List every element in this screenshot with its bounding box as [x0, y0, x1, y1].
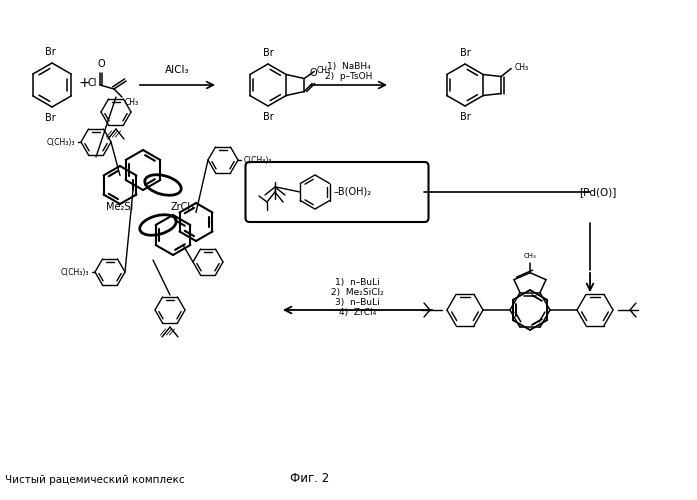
- Text: Cl: Cl: [88, 78, 97, 88]
- Text: CH₃: CH₃: [125, 98, 139, 107]
- Text: ZrCl₂: ZrCl₂: [171, 202, 195, 212]
- Text: CH₃: CH₃: [523, 252, 537, 258]
- Text: Br: Br: [263, 112, 273, 122]
- Text: O: O: [309, 68, 317, 78]
- Text: Me₂Si: Me₂Si: [107, 202, 134, 212]
- Text: +: +: [78, 76, 90, 90]
- Text: C(CH₃)₃: C(CH₃)₃: [61, 268, 89, 276]
- Text: Фиг. 2: Фиг. 2: [291, 472, 330, 485]
- Text: CH₃: CH₃: [514, 63, 528, 72]
- Text: C(CH₃)₃: C(CH₃)₃: [47, 138, 75, 146]
- Text: O: O: [98, 59, 105, 69]
- Text: 3)  n–BuLi: 3) n–BuLi: [335, 298, 380, 306]
- Text: Чистый рацемический комплекс: Чистый рацемический комплекс: [5, 475, 185, 485]
- Text: C(CH₃)₃: C(CH₃)₃: [244, 156, 273, 164]
- Text: Br: Br: [263, 48, 273, 58]
- Text: Br: Br: [459, 48, 470, 58]
- Text: Br: Br: [45, 113, 55, 123]
- Text: 2)  Me₂SiCl₂: 2) Me₂SiCl₂: [331, 288, 384, 296]
- Text: CH₃: CH₃: [316, 66, 330, 75]
- Text: 4)  ZrCl₄: 4) ZrCl₄: [339, 308, 376, 318]
- Text: AlCl₃: AlCl₃: [165, 65, 190, 75]
- Text: Br: Br: [459, 112, 470, 122]
- Text: –B(OH)₂: –B(OH)₂: [334, 187, 372, 197]
- Text: 2)  p–TsOH: 2) p–TsOH: [325, 72, 373, 81]
- Text: 1)  n–BuLi: 1) n–BuLi: [335, 278, 380, 286]
- Text: 1)  NaBH₄: 1) NaBH₄: [327, 62, 371, 71]
- Text: Br: Br: [45, 47, 55, 57]
- Text: [Pd(O)]: [Pd(O)]: [579, 187, 617, 197]
